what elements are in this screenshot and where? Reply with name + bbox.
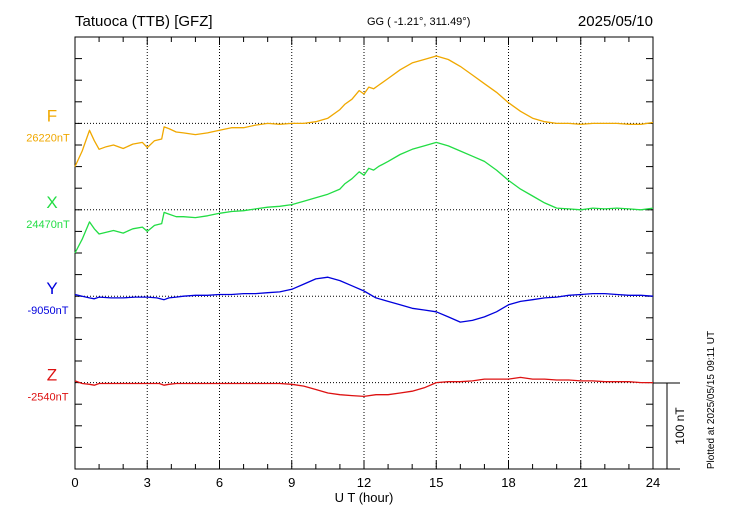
series-name-x: X [46, 193, 57, 212]
plotted-timestamp: Plotted at 2025/05/15 09:11 UT [706, 331, 717, 469]
x-tick-labels: 0 3 6 9 12 15 18 21 24 [71, 475, 660, 490]
x-tick-label: 21 [574, 475, 588, 490]
series-labels: F 26220nT X 24470nT Y -9050nT Z -2540nT [26, 106, 70, 403]
plot-date: 2025/05/10 [578, 13, 653, 30]
x-tick-label: 6 [216, 475, 223, 490]
series-baseline-x: 24470nT [26, 219, 70, 231]
series-name-f: F [47, 106, 57, 125]
x-tick-label: 18 [501, 475, 515, 490]
series-name-y: Y [46, 279, 57, 298]
grid-lines [75, 37, 653, 469]
x-axis-label: U T (hour) [335, 490, 394, 505]
series-line-f [74, 55, 654, 167]
x-tick-label: 9 [288, 475, 295, 490]
series-line-y [74, 276, 654, 323]
series-baseline-f: 26220nT [26, 132, 70, 144]
x-tick-label: 15 [429, 475, 443, 490]
series-line-x [74, 141, 654, 254]
series-name-z: Z [47, 366, 57, 385]
series-baseline-z: -2540nT [28, 392, 69, 404]
scale-bar: 100 nT [653, 382, 687, 470]
station-title: Tatuoca (TTB) [GFZ] [75, 13, 213, 30]
scale-bar-label: 100 nT [673, 407, 687, 445]
x-tick-label: 3 [144, 475, 151, 490]
axis-ticks [74, 37, 654, 469]
x-tick-label: 24 [646, 475, 660, 490]
x-tick-label: 12 [357, 475, 371, 490]
series-baseline-y: -9050nT [28, 305, 69, 317]
station-coords: GG ( -1.21°, 311.49°) [367, 16, 470, 28]
x-tick-label: 0 [71, 475, 78, 490]
series-lines [74, 55, 654, 398]
series-line-z [74, 376, 653, 398]
